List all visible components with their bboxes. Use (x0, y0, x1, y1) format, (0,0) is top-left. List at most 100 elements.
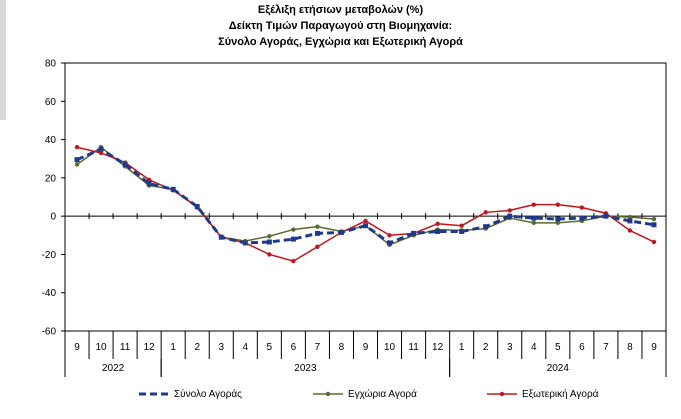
data-point-2 (363, 218, 368, 224)
chart-legend: Σύνολο Αγοράς Εγχώρια Αγορά Εξωτερική Αγ… (0, 386, 681, 402)
data-point-0 (242, 240, 248, 246)
data-point-0 (435, 228, 441, 234)
data-point-2 (483, 210, 488, 215)
data-point-2 (267, 252, 272, 257)
data-point-0 (459, 228, 465, 234)
data-point-0 (338, 229, 344, 235)
legend-label-external: Εξωτερική Αγορά (522, 388, 599, 400)
y-tick-label: 80 (45, 59, 57, 70)
y-tick-label: -60 (42, 327, 57, 338)
chart-title-line-1: Εξέλιξη ετήσιων μεταβολών (%) (257, 4, 424, 16)
legend-label-total: Σύνολο Αγοράς (174, 388, 242, 400)
data-point-2 (74, 145, 80, 150)
data-point-2 (291, 258, 296, 264)
data-point-0 (170, 186, 176, 192)
window-edge (0, 0, 6, 120)
data-point-0 (603, 213, 609, 219)
legend-item-domestic: Εγχώρια Αγορά (312, 386, 417, 402)
x-tick-label: 10 (384, 342, 396, 353)
series-line-0 (76, 147, 655, 245)
y-tick-label: -20 (42, 250, 57, 261)
data-point-0 (387, 240, 393, 246)
data-point-1 (267, 234, 272, 239)
data-point-0 (218, 234, 224, 240)
x-tick-label: 6 (579, 342, 585, 353)
x-tick-label: 1 (170, 342, 176, 353)
data-point-0 (194, 204, 200, 210)
series-line-1 (76, 146, 655, 246)
data-point-1 (651, 216, 657, 222)
legend-swatch-external (487, 391, 517, 397)
y-tick-label: 0 (50, 212, 56, 223)
data-point-2 (459, 223, 464, 228)
data-point-2 (651, 239, 657, 245)
data-point-2 (315, 244, 320, 249)
data-point-0 (531, 215, 537, 221)
x-tick-label: 5 (267, 342, 273, 353)
data-point-0 (290, 236, 296, 242)
data-point-0 (651, 222, 657, 228)
year-label: 2023 (294, 363, 317, 374)
data-point-2 (531, 202, 536, 207)
data-point-0 (411, 230, 417, 236)
data-point-0 (555, 216, 561, 222)
data-point-0 (266, 239, 272, 245)
y-tick-label: 40 (45, 135, 57, 146)
legend-item-external: Εξωτερική Αγορά (486, 386, 598, 402)
data-point-1 (555, 220, 561, 226)
y-tick-label: -40 (42, 288, 57, 299)
year-label: 2022 (102, 363, 125, 374)
legend-swatch-total (139, 392, 169, 396)
data-point-0 (314, 230, 320, 236)
legend-swatch-domestic (313, 391, 343, 397)
x-tick-label: 9 (363, 342, 369, 353)
x-tick-label: 7 (315, 342, 321, 353)
x-tick-label: 12 (144, 342, 156, 353)
x-tick-label: 9 (74, 342, 80, 353)
x-tick-label: 2 (194, 342, 200, 353)
data-point-0 (122, 161, 128, 167)
data-point-0 (507, 213, 513, 219)
year-label: 2024 (547, 363, 570, 374)
data-point-2 (98, 150, 104, 156)
legend-item-total: Σύνολο Αγοράς (138, 386, 242, 402)
chart-title-line-3: Σύνολο Αγοράς, Εγχώρια και Εξωτερική Αγο… (218, 36, 463, 48)
x-tick-label: 2 (483, 342, 489, 353)
data-point-0 (146, 181, 152, 187)
x-tick-label: 3 (507, 342, 513, 353)
x-tick-label: 8 (339, 342, 345, 353)
x-tick-label: 5 (555, 342, 561, 353)
data-point-2 (435, 221, 440, 226)
data-point-2 (387, 233, 392, 238)
x-tick-label: 7 (603, 342, 609, 353)
data-point-2 (579, 205, 585, 210)
x-tick-label: 10 (95, 342, 107, 353)
data-point-1 (315, 224, 320, 229)
data-point-0 (98, 146, 104, 152)
chart-title-line-2: Δείκτη Τιμών Παραγωγού στη Βιομηχανία: (228, 20, 453, 32)
data-point-0 (483, 224, 489, 230)
legend-label-domestic: Εγχώρια Αγορά (348, 388, 417, 400)
plot-area-border (64, 62, 667, 332)
x-tick-label: 1 (459, 342, 465, 353)
x-tick-label: 12 (432, 342, 444, 353)
data-point-1 (627, 214, 633, 220)
x-tick-label: 11 (408, 342, 419, 353)
data-point-2 (555, 202, 561, 207)
data-point-2 (507, 208, 512, 213)
data-point-0 (74, 157, 80, 163)
data-point-1 (74, 162, 80, 167)
data-point-0 (579, 215, 585, 221)
data-point-0 (363, 223, 368, 229)
data-point-2 (627, 228, 633, 233)
data-point-1 (291, 227, 296, 232)
data-point-1 (531, 220, 536, 226)
x-tick-label: 4 (531, 342, 537, 353)
y-tick-label: 20 (45, 173, 57, 184)
x-tick-label: 3 (218, 342, 224, 353)
y-tick-label: 60 (45, 97, 57, 108)
x-tick-label: 8 (627, 342, 633, 353)
x-tick-label: 11 (120, 342, 131, 353)
x-tick-label: 4 (243, 342, 249, 353)
